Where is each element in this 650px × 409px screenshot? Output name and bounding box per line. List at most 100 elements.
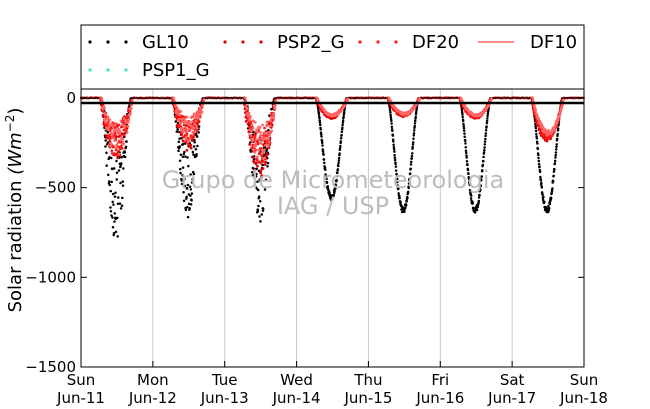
data-point bbox=[123, 151, 127, 154]
data-point bbox=[261, 209, 265, 213]
data-point bbox=[266, 161, 270, 165]
data-point bbox=[264, 143, 267, 147]
data-point bbox=[114, 148, 118, 152]
data-point bbox=[468, 188, 472, 192]
data-point bbox=[481, 163, 485, 167]
data-point bbox=[553, 127, 557, 131]
data-point bbox=[197, 116, 200, 119]
data-point bbox=[265, 137, 268, 141]
data-point bbox=[185, 115, 189, 119]
data-point bbox=[188, 185, 192, 188]
data-point bbox=[189, 146, 193, 150]
data-point bbox=[183, 120, 187, 123]
x-tick-label-date: Jun-12 bbox=[128, 389, 177, 407]
data-point bbox=[249, 129, 253, 133]
data-point bbox=[117, 196, 120, 199]
data-point bbox=[475, 208, 479, 212]
data-point bbox=[411, 141, 415, 144]
data-point bbox=[556, 132, 559, 136]
data-point bbox=[411, 145, 414, 149]
data-point bbox=[263, 188, 267, 191]
data-point bbox=[183, 117, 187, 121]
data-point bbox=[185, 187, 189, 190]
data-point bbox=[555, 137, 559, 141]
data-point bbox=[462, 129, 466, 132]
data-point bbox=[187, 128, 191, 131]
data-point bbox=[261, 159, 265, 163]
data-point bbox=[106, 173, 110, 177]
data-point bbox=[409, 163, 413, 166]
data-point bbox=[104, 121, 108, 124]
data-point bbox=[271, 112, 275, 116]
data-point bbox=[100, 96, 104, 100]
data-point bbox=[263, 131, 267, 135]
data-point bbox=[411, 143, 415, 146]
data-point bbox=[182, 152, 186, 156]
data-point bbox=[113, 195, 117, 198]
data-point bbox=[341, 121, 345, 124]
data-point bbox=[192, 145, 196, 148]
data-point bbox=[268, 124, 272, 128]
data-point bbox=[186, 183, 190, 187]
data-point bbox=[114, 230, 118, 234]
data-point bbox=[551, 187, 554, 190]
data-point bbox=[115, 143, 119, 147]
data-point bbox=[107, 180, 111, 183]
data-point bbox=[528, 97, 531, 100]
data-point bbox=[483, 140, 487, 143]
data-point bbox=[316, 107, 320, 110]
data-point bbox=[551, 180, 555, 183]
data-point bbox=[560, 106, 564, 110]
data-point bbox=[120, 204, 124, 207]
data-point bbox=[109, 144, 113, 148]
data-point bbox=[110, 123, 114, 126]
data-point bbox=[331, 198, 334, 201]
data-point bbox=[334, 183, 338, 187]
data-point bbox=[555, 143, 558, 146]
data-point bbox=[545, 139, 549, 143]
data-point bbox=[114, 121, 118, 125]
data-point bbox=[108, 118, 112, 122]
data-point bbox=[337, 159, 341, 162]
data-point bbox=[410, 154, 414, 158]
data-point bbox=[181, 155, 185, 159]
data-point bbox=[388, 106, 392, 110]
data-point bbox=[187, 139, 190, 143]
data-point bbox=[117, 169, 121, 172]
data-point bbox=[484, 128, 488, 132]
data-point bbox=[552, 129, 555, 133]
data-point bbox=[123, 155, 127, 159]
data-point bbox=[407, 186, 410, 190]
x-tick-label-day: Fri bbox=[431, 371, 449, 389]
data-point bbox=[464, 146, 467, 149]
data-point bbox=[255, 167, 258, 171]
data-point bbox=[116, 156, 120, 160]
data-point bbox=[195, 153, 198, 156]
data-point bbox=[111, 125, 115, 129]
data-point bbox=[465, 154, 468, 157]
data-point bbox=[537, 162, 541, 166]
data-point bbox=[184, 135, 188, 139]
data-point bbox=[121, 196, 124, 200]
data-point bbox=[177, 140, 181, 143]
x-tick-label-date: Jun-16 bbox=[415, 389, 464, 407]
x-tick-label-day: Sun bbox=[67, 371, 96, 389]
data-point bbox=[254, 142, 258, 146]
data-point bbox=[415, 108, 418, 112]
data-point bbox=[539, 179, 543, 182]
data-point bbox=[389, 110, 392, 114]
legend-marker bbox=[106, 68, 110, 72]
data-point bbox=[108, 139, 112, 143]
data-point bbox=[107, 134, 111, 137]
data-point bbox=[389, 115, 393, 119]
x-tick-label-day: Thu bbox=[353, 371, 382, 389]
data-point bbox=[113, 212, 116, 215]
legend-marker bbox=[358, 40, 362, 44]
data-point bbox=[483, 146, 486, 149]
data-point bbox=[553, 168, 556, 171]
data-point bbox=[109, 189, 112, 193]
y-tick-label: −500 bbox=[35, 179, 76, 197]
data-point bbox=[396, 180, 399, 184]
data-point bbox=[256, 164, 259, 168]
data-point bbox=[258, 126, 262, 129]
